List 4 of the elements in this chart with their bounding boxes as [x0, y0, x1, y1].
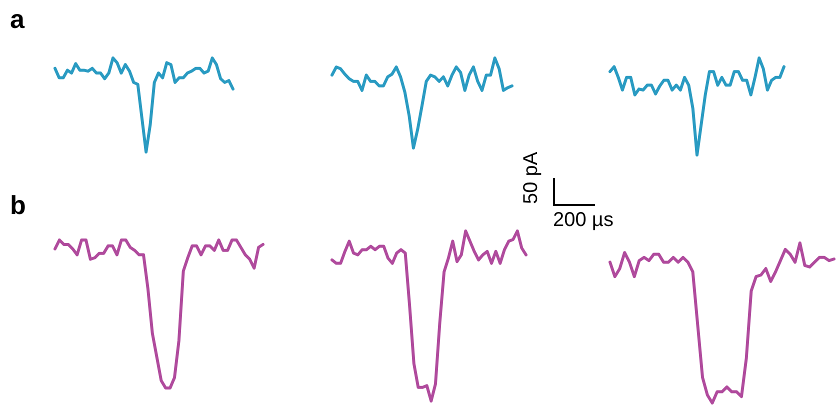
text: 50 pA: [520, 152, 543, 204]
text: 200 µs: [553, 209, 614, 232]
chart-title: a: [10, 4, 24, 35]
chart-title: b: [10, 190, 26, 221]
